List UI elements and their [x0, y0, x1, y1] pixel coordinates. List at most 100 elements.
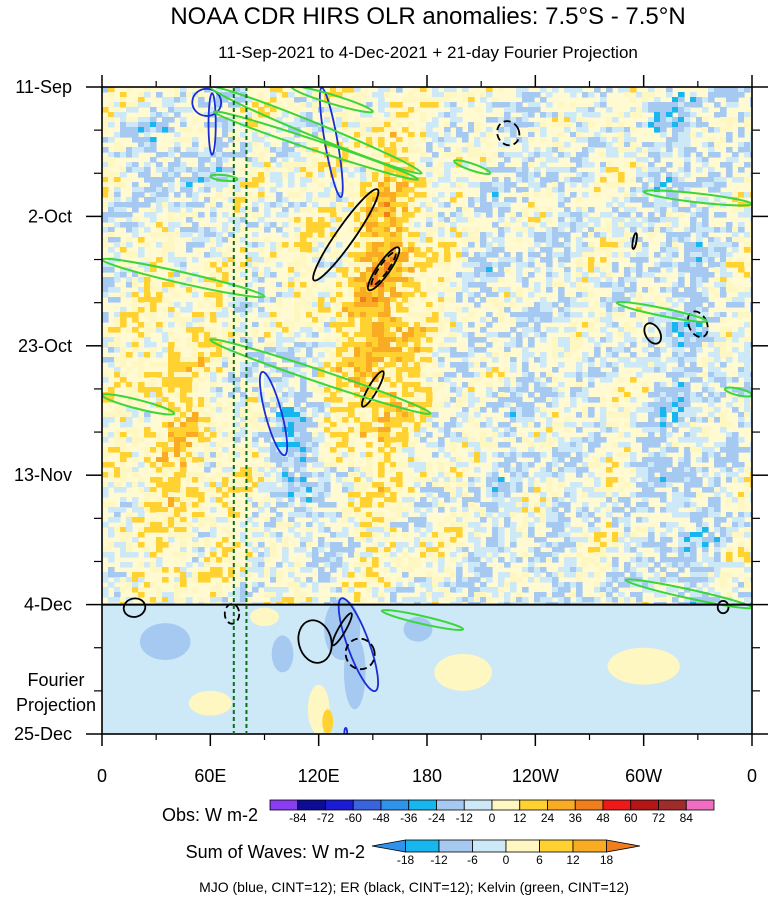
field-cell [594, 462, 601, 468]
field-cell [192, 292, 199, 298]
field-cell [522, 312, 529, 318]
field-cell [378, 187, 385, 193]
field-cell [312, 127, 319, 133]
field-cell [396, 442, 403, 448]
field-cell [114, 322, 121, 328]
field-cell [696, 437, 703, 443]
field-cell [534, 252, 541, 258]
field-cell [642, 462, 649, 468]
field-cell [456, 207, 463, 213]
field-cell [396, 332, 403, 338]
field-cell [606, 227, 613, 233]
field-cell [582, 137, 589, 143]
field-cell [210, 447, 217, 453]
field-cell [618, 377, 625, 383]
field-cell [696, 467, 703, 473]
field-cell [750, 262, 752, 268]
field-cell [306, 302, 313, 308]
field-cell [654, 142, 661, 148]
field-cell [210, 212, 217, 218]
field-cell [294, 292, 301, 298]
field-cell [288, 452, 295, 458]
field-cell [684, 167, 691, 173]
field-cell [258, 122, 265, 128]
field-cell [372, 92, 379, 98]
field-cell [720, 287, 727, 293]
field-cell [576, 427, 583, 433]
field-cell [180, 317, 187, 323]
field-cell [660, 472, 667, 478]
field-cell [126, 327, 133, 333]
field-cell [270, 187, 277, 193]
field-cell [354, 427, 361, 433]
field-cell [204, 427, 211, 433]
field-cell [174, 137, 181, 143]
field-cell [564, 442, 571, 448]
field-cell [666, 137, 673, 143]
field-cell [390, 117, 397, 123]
field-cell [300, 242, 307, 248]
field-cell [606, 142, 613, 148]
field-cell [516, 152, 523, 158]
field-cell [252, 377, 259, 383]
field-cell [330, 462, 337, 468]
field-cell [390, 287, 397, 293]
field-cell [282, 437, 289, 443]
field-cell [426, 217, 433, 223]
field-cell [582, 192, 589, 198]
field-cell [660, 102, 667, 108]
field-cell [684, 292, 691, 298]
field-cell [516, 217, 523, 223]
field-cell [324, 337, 331, 343]
field-cell [336, 202, 343, 208]
field-cell [348, 387, 355, 393]
field-cell [228, 332, 235, 338]
field-cell [366, 257, 373, 263]
field-cell [690, 182, 697, 188]
field-cell [486, 182, 493, 188]
field-cell [198, 362, 205, 368]
field-cell [744, 212, 751, 218]
field-cell [444, 97, 451, 103]
field-cell [684, 462, 691, 468]
field-cell [570, 87, 577, 93]
field-cell [486, 87, 493, 93]
field-cell [714, 267, 721, 273]
field-cell [168, 467, 175, 473]
field-cell [372, 137, 379, 143]
field-cell [252, 167, 259, 173]
field-cell [426, 467, 433, 473]
field-cell [234, 412, 241, 418]
field-cell [444, 452, 451, 458]
field-cell [390, 417, 397, 423]
field-cell [252, 272, 259, 278]
field-cell [462, 252, 469, 258]
field-cell [372, 222, 379, 228]
field-cell [366, 197, 373, 203]
field-cell [492, 292, 499, 298]
field-cell [600, 417, 607, 423]
field-cell [132, 317, 139, 323]
field-cell [492, 432, 499, 438]
field-cell [426, 237, 433, 243]
field-cell [438, 292, 445, 298]
field-cell [414, 427, 421, 433]
field-cell [144, 412, 151, 418]
field-cell [342, 442, 349, 448]
field-cell [240, 132, 247, 138]
field-cell [516, 232, 523, 238]
field-cell [576, 252, 583, 258]
field-cell [372, 202, 379, 208]
field-cell [492, 192, 499, 198]
field-cell [558, 447, 565, 453]
field-cell [522, 197, 529, 203]
field-cell [390, 197, 397, 203]
field-cell [684, 147, 691, 153]
field-cell [306, 327, 313, 333]
field-cell [288, 437, 295, 443]
field-cell [228, 187, 235, 193]
field-cell [606, 202, 613, 208]
field-cell [384, 127, 391, 133]
field-cell [738, 312, 745, 318]
field-cell [660, 167, 667, 173]
